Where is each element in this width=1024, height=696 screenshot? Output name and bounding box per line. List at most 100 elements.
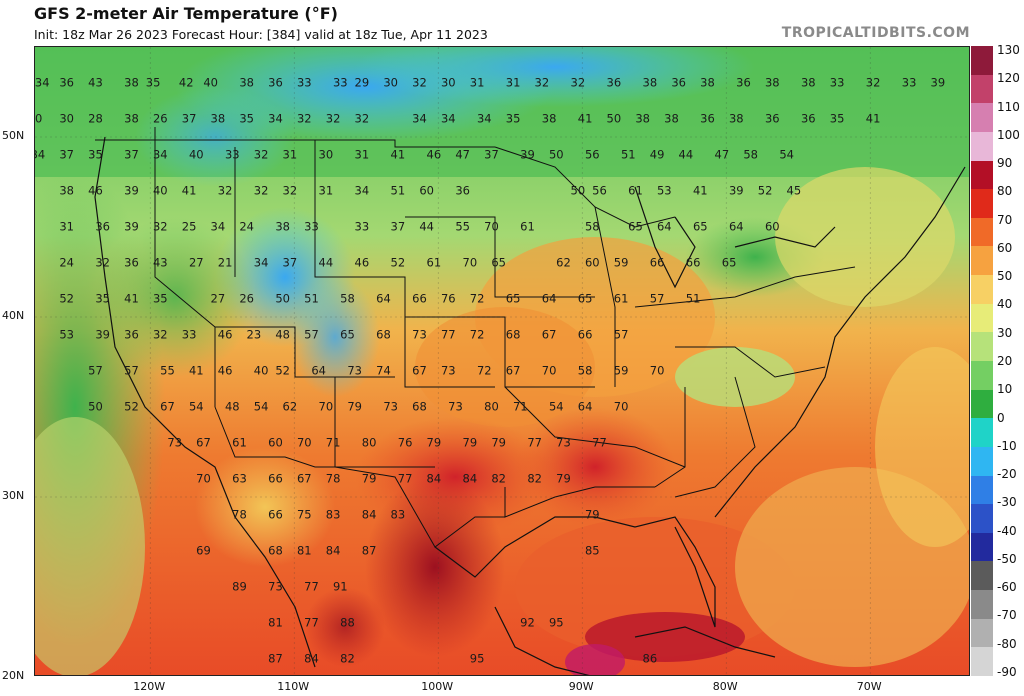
temperature-value: 59 bbox=[614, 256, 629, 270]
colorbar-segment bbox=[971, 275, 993, 305]
temperature-value: 48 bbox=[275, 328, 290, 342]
temperature-value: 38 bbox=[635, 112, 650, 126]
temperature-value: 38 bbox=[700, 76, 715, 90]
temperature-value: 70 bbox=[196, 472, 211, 486]
temperature-value: 41 bbox=[189, 364, 204, 378]
temperature-value: 79 bbox=[347, 400, 362, 414]
temperature-value: 46 bbox=[218, 328, 233, 342]
temperature-value: 67 bbox=[506, 364, 521, 378]
temperature-value: 46 bbox=[427, 148, 442, 162]
temperature-value: 51 bbox=[621, 148, 636, 162]
temperature-value: 68 bbox=[376, 328, 391, 342]
colorbar-segment bbox=[971, 246, 993, 276]
temperature-value: 64 bbox=[578, 400, 593, 414]
temperature-value: 39 bbox=[124, 220, 139, 234]
colorbar-segment bbox=[971, 160, 993, 190]
temperature-value: 61 bbox=[427, 256, 442, 270]
longitude-label: 80W bbox=[712, 680, 738, 693]
temperature-value: 65 bbox=[628, 220, 643, 234]
temperature-value: 63 bbox=[232, 472, 247, 486]
temperature-value: 79 bbox=[585, 508, 600, 522]
temperature-value: 31 bbox=[506, 76, 521, 90]
temperature-value: 35 bbox=[830, 112, 845, 126]
temperature-value: 64 bbox=[376, 292, 391, 306]
latitude-label: 50N bbox=[2, 129, 25, 142]
colorbar-segment bbox=[971, 217, 993, 247]
temperature-value: 75 bbox=[297, 508, 312, 522]
temperature-value: 24 bbox=[59, 256, 74, 270]
temperature-value: 77 bbox=[441, 328, 456, 342]
temperature-value: 35 bbox=[153, 292, 168, 306]
temperature-value: 51 bbox=[686, 292, 701, 306]
temperature-value: 40 bbox=[254, 364, 269, 378]
temperature-value: 33 bbox=[182, 328, 197, 342]
temperature-value: 66 bbox=[268, 472, 283, 486]
temperature-value: 70 bbox=[463, 256, 478, 270]
temperature-value: 32 bbox=[866, 76, 881, 90]
temperature-value: 30 bbox=[441, 76, 456, 90]
colorbar-segment bbox=[971, 189, 993, 219]
colorbar-segment bbox=[971, 332, 993, 362]
temperature-value: 32 bbox=[412, 76, 427, 90]
temperature-value: 57 bbox=[88, 364, 103, 378]
colorbar-tick-label: 110 bbox=[997, 99, 1020, 114]
temperature-value: 52 bbox=[59, 292, 74, 306]
temperature-value: 29 bbox=[355, 76, 370, 90]
temperature-value: 65 bbox=[578, 292, 593, 306]
temperature-value: 60 bbox=[419, 184, 434, 198]
temperature-value: 84 bbox=[304, 652, 319, 666]
temperature-value: 57 bbox=[124, 364, 139, 378]
temperature-value: 38 bbox=[729, 112, 744, 126]
longitude-label: 120W bbox=[133, 680, 166, 693]
temperature-value: 50 bbox=[607, 112, 622, 126]
temperature-value: 73 bbox=[347, 364, 362, 378]
colorbar-segment bbox=[971, 504, 993, 534]
temperature-value: 32 bbox=[571, 76, 586, 90]
temperature-value: 34 bbox=[35, 148, 45, 162]
temperature-value: 51 bbox=[304, 292, 319, 306]
colorbar-tick-label: -20 bbox=[997, 467, 1017, 482]
temperature-value: 62 bbox=[283, 400, 298, 414]
colorbar-tick-label: 30 bbox=[997, 325, 1013, 340]
temperature-value: 61 bbox=[614, 292, 629, 306]
map-title: GFS 2-meter Air Temperature (°F) bbox=[34, 4, 338, 23]
temperature-value: 65 bbox=[693, 220, 708, 234]
temperature-map[interactable]: 34 36 43 38 35 42 40 38 36 33 33 29 30 32 30 31 31 32 32 36… bbox=[34, 46, 970, 676]
temperature-value: 36 bbox=[455, 184, 470, 198]
temperature-value: 80 bbox=[362, 436, 377, 450]
temperature-value: 39 bbox=[931, 76, 946, 90]
temperature-value: 37 bbox=[484, 148, 499, 162]
temperature-value: 79 bbox=[556, 472, 571, 486]
temperature-value: 49 bbox=[650, 148, 665, 162]
temperature-value: 66 bbox=[686, 256, 701, 270]
temperature-value: 27 bbox=[189, 256, 204, 270]
temperature-value: 79 bbox=[427, 436, 442, 450]
temperature-value: 34 bbox=[412, 112, 427, 126]
temperature-value: 35 bbox=[506, 112, 521, 126]
colorbar-tick-label: 70 bbox=[997, 212, 1013, 227]
temperature-value: 76 bbox=[398, 436, 413, 450]
temperature-value: 65 bbox=[506, 292, 521, 306]
temperature-value: 73 bbox=[556, 436, 571, 450]
latitude-label: 40N bbox=[2, 309, 25, 322]
colorbar-tick-label: -90 bbox=[997, 665, 1017, 679]
colorbar-segment bbox=[971, 103, 993, 133]
temperature-value: 70 bbox=[484, 220, 499, 234]
colorbar-tick-label: 120 bbox=[997, 71, 1020, 86]
temperature-value: 38 bbox=[211, 112, 226, 126]
temperature-value: 85 bbox=[585, 544, 600, 558]
colorbar-segment bbox=[971, 418, 993, 448]
temperature-value: 79 bbox=[491, 436, 506, 450]
temperature-value: 41 bbox=[693, 184, 708, 198]
temperature-value: 32 bbox=[153, 328, 168, 342]
temperature-value: 66 bbox=[578, 328, 593, 342]
temperature-value: 57 bbox=[650, 292, 665, 306]
temperature-value: 84 bbox=[326, 544, 341, 558]
temperature-value: 38 bbox=[59, 184, 74, 198]
colorbar-tick-label: 80 bbox=[997, 184, 1013, 199]
temperature-value: 50 bbox=[549, 148, 564, 162]
temperature-value: 68 bbox=[506, 328, 521, 342]
temperature-value: 73 bbox=[167, 436, 182, 450]
coastlines bbox=[94, 136, 966, 675]
temperature-value: 77 bbox=[398, 472, 413, 486]
